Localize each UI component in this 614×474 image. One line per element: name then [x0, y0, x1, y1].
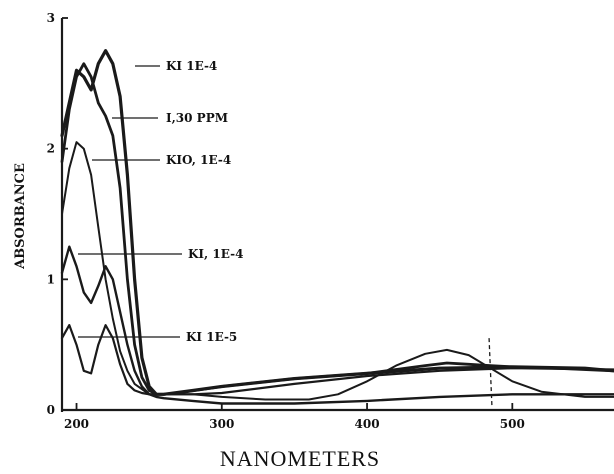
series-line-3: [61, 141, 614, 401]
y-tick-label-4: 3: [47, 11, 55, 25]
y-tick-label-1: 0: [47, 403, 55, 417]
series-line-4: [60, 245, 614, 405]
vertical-marker: [488, 338, 493, 408]
x-axis-title: NANOMETERS: [220, 446, 380, 471]
annotation-label-1: KI 1E-4: [166, 59, 217, 73]
y-tick-label-2: 1: [47, 272, 55, 286]
axis-ticks: 200 300 400 500 0 1 2 3: [47, 11, 525, 431]
y-tick-label-3: 2: [47, 142, 55, 156]
annotation-label-5: KI 1E-5: [186, 330, 237, 344]
x-tick-label-1: 200: [64, 417, 89, 431]
series-line-2: [60, 62, 614, 396]
x-tick-label-4: 500: [500, 417, 525, 431]
y-axis-title: ABSORBANCE: [13, 163, 28, 270]
series-line-1: [60, 49, 614, 396]
x-tick-label-2: 300: [209, 417, 234, 431]
annotation-label-4: KI, 1E-4: [188, 247, 243, 261]
plot-area: [60, 49, 614, 408]
annotation-label-2: I,30 PPM: [166, 111, 228, 125]
annotation-label-3: KIO, 1E-4: [166, 153, 231, 167]
curve-annotations: KI 1E-4 I,30 PPM KIO, 1E-4 KI, 1E-4 KI 1E-5: [78, 59, 243, 344]
x-tick-label-3: 400: [355, 417, 380, 431]
series-line-5: [60, 324, 614, 396]
